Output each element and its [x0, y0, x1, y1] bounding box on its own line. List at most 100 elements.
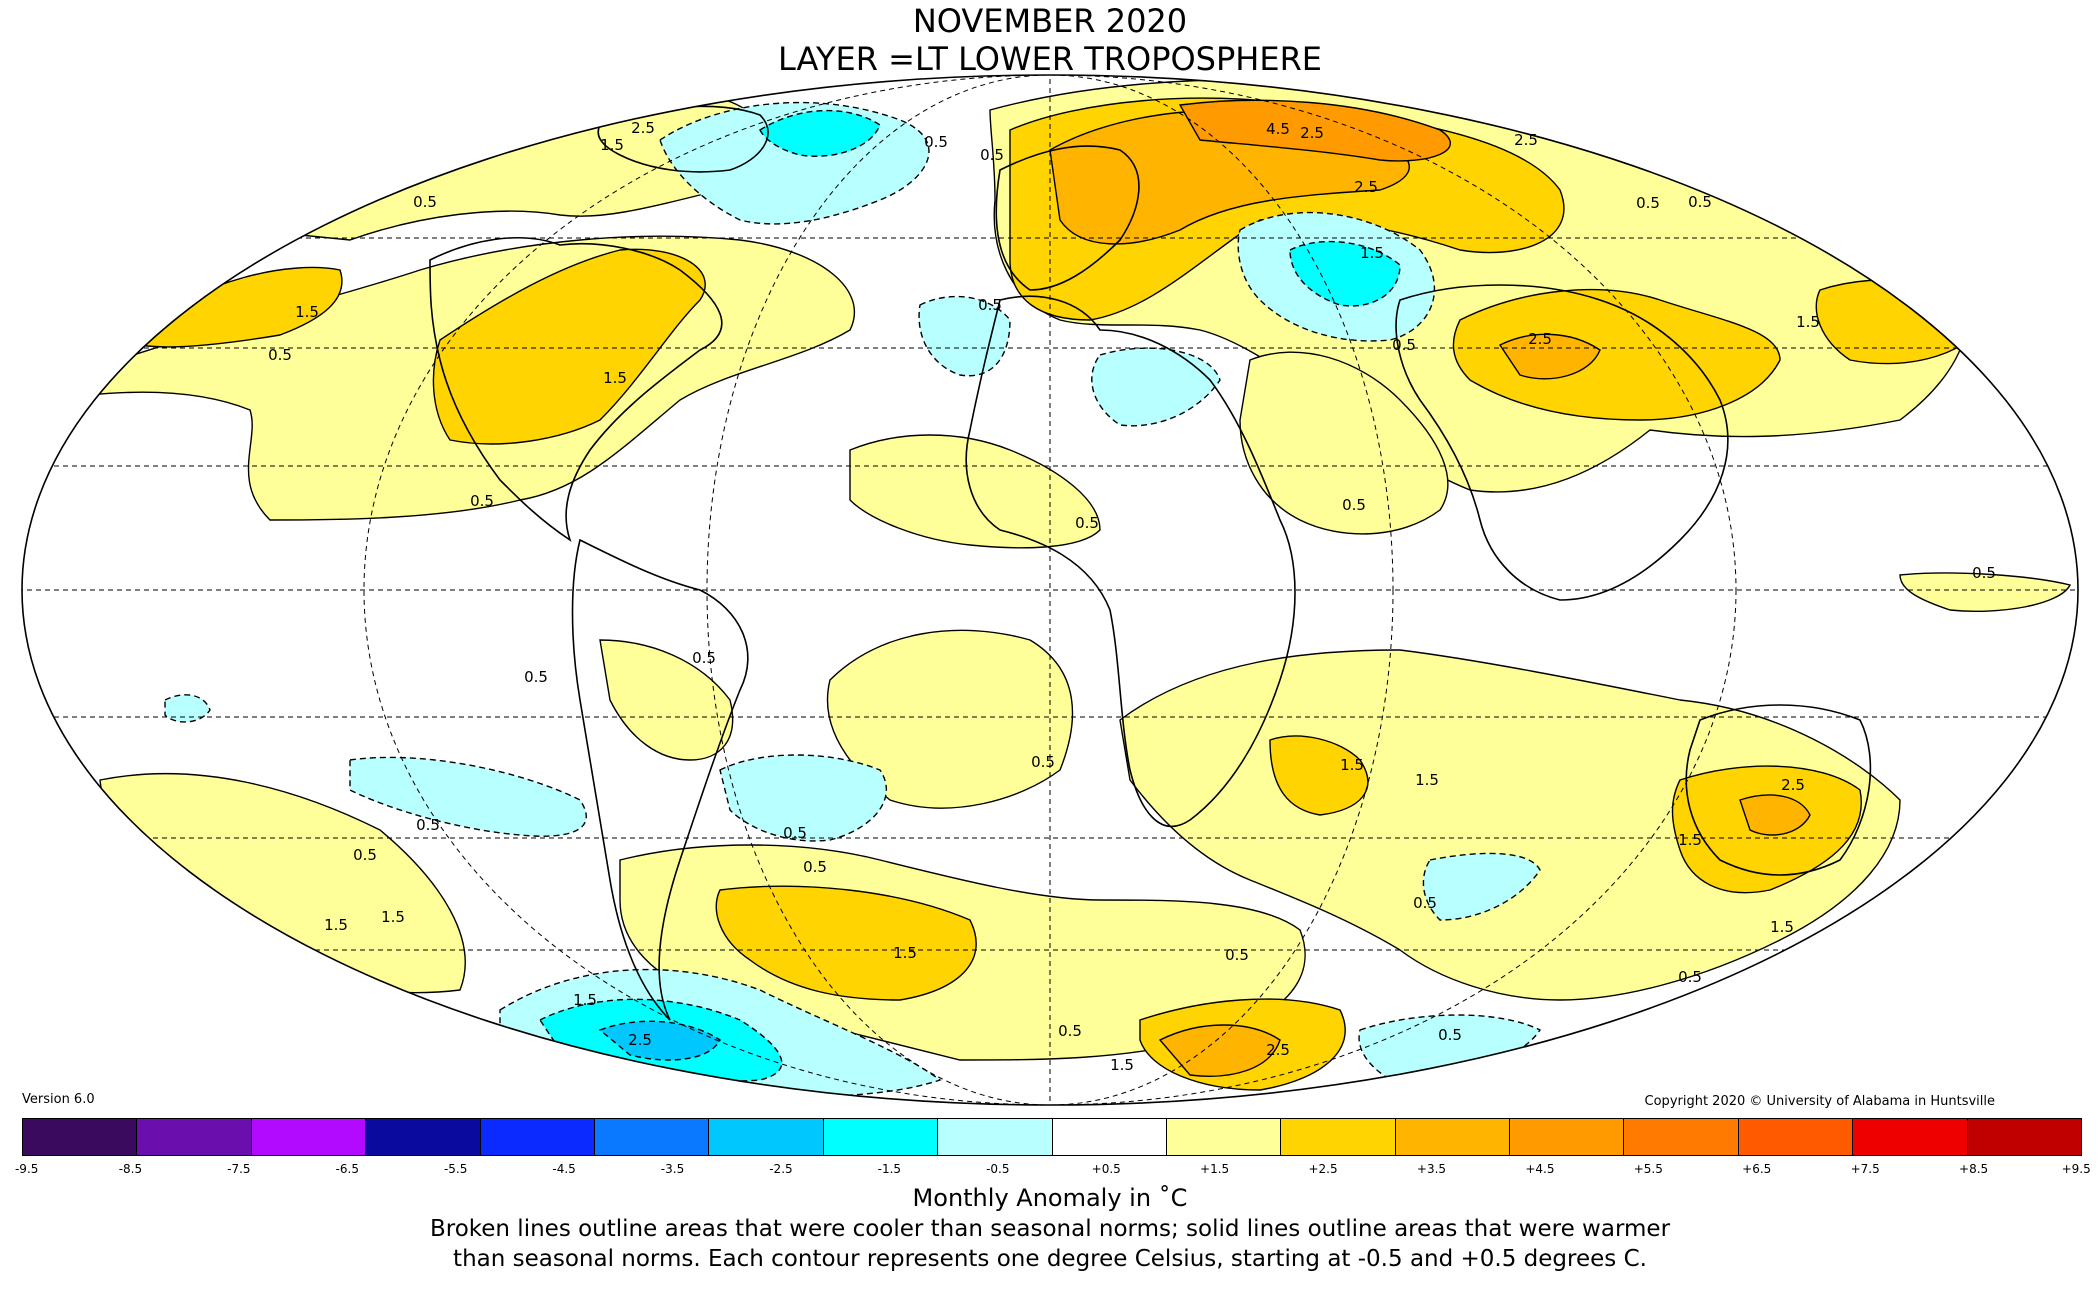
- colorbar-tick-label: +3.5: [1416, 1162, 1447, 1176]
- colorbar-tick-label: +9.5: [2061, 1162, 2091, 1176]
- colorbar-tick-label: +6.5: [1742, 1162, 1772, 1176]
- region-russia-warm4: [1178, 99, 1451, 162]
- contour-label: 0.5: [692, 649, 716, 667]
- unit-label: Monthly Anomaly in ˚C: [912, 1184, 1188, 1212]
- contour-label: 0.5: [416, 816, 440, 834]
- contour-label: 0.5: [803, 858, 827, 876]
- region-southern-ocean-warm2: [715, 885, 977, 1001]
- colorbar-tick-label: +8.5: [1959, 1162, 1989, 1176]
- colorbar-tick-label: -7.5: [227, 1162, 251, 1176]
- contour-label: 0.5: [1972, 564, 1996, 582]
- colorbar-tick-label: +4.5: [1525, 1162, 1555, 1176]
- region-central-asia-cool2: [1289, 240, 1401, 307]
- contour-label: 2.5: [1528, 330, 1552, 348]
- colorbar-swatch-4: [480, 1119, 595, 1155]
- colorbar-tick-label: -9.5: [14, 1162, 39, 1176]
- colorbar-swatch-14: [1624, 1119, 1739, 1155]
- colorbar-swatch-17: [1967, 1119, 2082, 1155]
- contour-label: 2.5: [631, 119, 655, 137]
- colorbar-swatch-5: [594, 1119, 710, 1155]
- contour-label: 0.5: [1688, 193, 1712, 211]
- contour-label: 0.5: [1413, 894, 1437, 912]
- contour-label: 0.5: [980, 146, 1004, 164]
- colorbar-tick-label: -4.5: [552, 1162, 576, 1176]
- region-pacific-small-cool: [164, 694, 211, 723]
- contour-label: 0.5: [1075, 514, 1099, 532]
- region-south-america-warm: [599, 639, 734, 761]
- contour-label: 0.5: [1678, 968, 1702, 986]
- region-south-indian-warm2: [1269, 735, 1369, 816]
- region-asia-warm2: [1452, 288, 1781, 421]
- contour-label: 1.5: [893, 944, 917, 962]
- colorbar-tick-label: -2.5: [769, 1162, 793, 1176]
- graticule: [22, 75, 2078, 1105]
- colorbar-tick-label: +0.5: [1091, 1162, 1121, 1176]
- contour-labels: 2.5 1.5 0.5 0.5 0.5 2.5 4.5 2.5 2.5 0.5 0.5 1.5 0.5 1…: [268, 119, 1996, 1074]
- contour-label: 0.5: [1392, 336, 1416, 354]
- contour-label: 1.5: [324, 916, 348, 934]
- note-line-2: than seasonal norms. Each contour repres…: [453, 1246, 1647, 1272]
- contour-label: 2.5: [1266, 1041, 1290, 1059]
- contour-label: 1.5: [1340, 756, 1364, 774]
- region-north-america-warm2: [432, 248, 706, 445]
- colorbar-swatch-2: [251, 1119, 367, 1155]
- colorbar-swatch-7: [823, 1119, 939, 1155]
- globe-outline: [21, 74, 2079, 1106]
- contour-label: 1.5: [1110, 1056, 1134, 1074]
- region-middle-east-warm: [1239, 351, 1449, 535]
- contour-label: 1.5: [1770, 918, 1794, 936]
- map-subtitle: LAYER =LT LOWER TROPOSPHERE: [777, 40, 1323, 78]
- copyright-label: Copyright 2020 © University of Alabama i…: [1644, 1094, 1995, 1109]
- contour-label: 0.5: [268, 346, 292, 364]
- colorbar-swatch-1: [137, 1119, 252, 1155]
- contour-label: 2.5: [1300, 124, 1324, 142]
- colorbar-ticks: -9.5 -8.5 -7.5 -6.5 -5.5 -4.5 -3.5 -2.5 -1.5 -0.5…: [15, 1162, 2091, 1180]
- contour-label: 0.5: [924, 133, 948, 151]
- contour-label: 1.5: [295, 303, 319, 321]
- contour-label: 0.5: [524, 668, 548, 686]
- contour-label: 1.5: [1796, 313, 1820, 331]
- region-south-indian-cool: [1422, 852, 1541, 921]
- region-north-atlantic-cool: [918, 295, 1011, 377]
- region-australia-warm3: [1739, 794, 1811, 836]
- contour-label: 0.5: [1058, 1022, 1082, 1040]
- colorbar-swatch-16: [1853, 1119, 1968, 1155]
- region-pacific-northeast-warm2: [1815, 279, 1991, 365]
- contour-label: 0.5: [1225, 946, 1249, 964]
- contour-label: 1.5: [381, 908, 405, 926]
- colorbar-tick-label: +2.5: [1308, 1162, 1338, 1176]
- colorbar-swatch-12: [1395, 1119, 1511, 1155]
- colorbar-swatch-13: [1510, 1119, 1625, 1155]
- contour-label: 0.5: [1031, 753, 1055, 771]
- contour-label: 1.5: [600, 136, 624, 154]
- version-label: Version 6.0: [22, 1092, 95, 1107]
- contour-label: 2.5: [1514, 131, 1538, 149]
- region-asia-warm3: [1498, 333, 1601, 380]
- contour-label: 0.5: [978, 296, 1002, 314]
- contour-label: 1.5: [1360, 244, 1384, 262]
- region-pacific-equator-warm: [1899, 572, 2072, 612]
- contour-label: 0.5: [353, 846, 377, 864]
- world-anomaly-map: 2.5 1.5 0.5 0.5 0.5 2.5 4.5 2.5 2.5 0.5 0.5 1.5 0.5 1…: [21, 74, 2079, 1106]
- colorbar-tick-label: -3.5: [660, 1162, 685, 1176]
- region-antarctica-cool3: [598, 1020, 721, 1061]
- colorbar-swatch-3: [366, 1119, 481, 1155]
- colorbar-swatch-10: [1166, 1119, 1282, 1155]
- region-north-africa-cool: [1091, 347, 1221, 427]
- colorbar-tick-label: +5.5: [1633, 1162, 1663, 1176]
- colorbar-tick-label: -1.5: [877, 1162, 902, 1176]
- contour-label: 0.5: [470, 492, 494, 510]
- colorbar: [22, 1118, 2082, 1156]
- colorbar-swatch-9: [1052, 1119, 1167, 1155]
- contour-label: 0.5: [1342, 496, 1366, 514]
- map-title: NOVEMBER 2020: [912, 2, 1188, 40]
- colorbar-tick-label: +7.5: [1850, 1162, 1880, 1176]
- colorbar-tick-label: -0.5: [986, 1162, 1010, 1176]
- contour-label: 2.5: [628, 1031, 652, 1049]
- region-africa-north-warm: [849, 434, 1101, 549]
- colorbar-tick-label: -8.5: [118, 1162, 143, 1176]
- region-greenland-cool2: [759, 109, 881, 157]
- contour-label: 1.5: [1415, 771, 1439, 789]
- contour-label: 2.5: [1354, 178, 1378, 196]
- colorbar-tick-label: +1.5: [1200, 1162, 1230, 1176]
